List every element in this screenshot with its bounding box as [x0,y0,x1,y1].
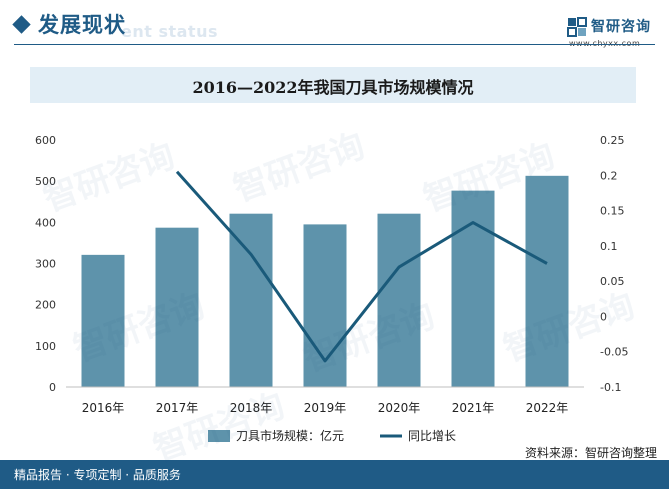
footer-slogan: 精品报告 · 专项定制 · 品质服务 [14,468,181,482]
x-tick-label: 2018年 [230,401,273,415]
y-left-tick-label: 300 [35,258,56,271]
x-tick-label: 2021年 [452,401,495,415]
y-left-tick-label: 100 [35,340,56,353]
brand-logo: 智研咨询 www.chyxx.com [567,14,663,48]
y-right-tick-label: -0.05 [600,346,628,359]
logo-url: www.chyxx.com [569,39,640,48]
growth-line [175,170,548,363]
y-left-tick-label: 400 [35,216,56,229]
section-subtitle: ent status [121,22,218,41]
logo-mark-icon [567,17,587,37]
x-tick-label: 2022年 [526,401,569,415]
bar [451,190,495,387]
bar [229,213,273,387]
footer-bar: 精品报告 · 专项定制 · 品质服务 [0,460,669,489]
x-tick-label: 2016年 [82,401,125,415]
y-left-tick-label: 200 [35,299,56,312]
x-tick-label: 2017年 [156,401,199,415]
source-note: 资料来源：智研咨询整理 [524,446,657,460]
y-right-tick-label: 0.15 [600,205,625,218]
y-right-tick-label: 0.2 [600,169,618,182]
legend-bar-label: 刀具市场规模：亿元 [236,428,344,443]
logo-name: 智研咨询 [591,19,651,35]
chart: 0 100 200 300 400 500 600 -0.1 -0.05 0 0.05 0.1 0.15… [35,134,628,443]
chart-title-band: 2016—2022年我国刀具市场规模情况 [30,67,636,103]
bar [525,175,569,387]
y-left-tick-label: 600 [35,134,56,147]
x-tick-label: 2019年 [304,401,347,415]
legend-bar-swatch [208,430,230,442]
y-right-tick-label: -0.1 [600,381,621,394]
bar [377,213,421,387]
x-tick-label: 2020年 [378,401,421,415]
y-left-tick-label: 0 [49,381,56,394]
y-left-tick-label: 500 [35,175,56,188]
y-right-tick-label: 0 [600,310,607,323]
y-right-tick-label: 0.05 [600,275,625,288]
legend-line-label: 同比增长 [408,429,456,443]
header: ent status 发展现状 智研咨询 www.chyxx.com [0,0,669,52]
bar [303,224,347,387]
bar [155,227,199,387]
chart-title: 2016—2022年我国刀具市场规模情况 [192,78,474,97]
bar [81,254,125,387]
y-right-tick-label: 0.1 [600,240,618,253]
section-title: 发展现状 [38,13,126,37]
header-divider [14,44,655,45]
y-right-tick-label: 0.25 [600,134,625,147]
